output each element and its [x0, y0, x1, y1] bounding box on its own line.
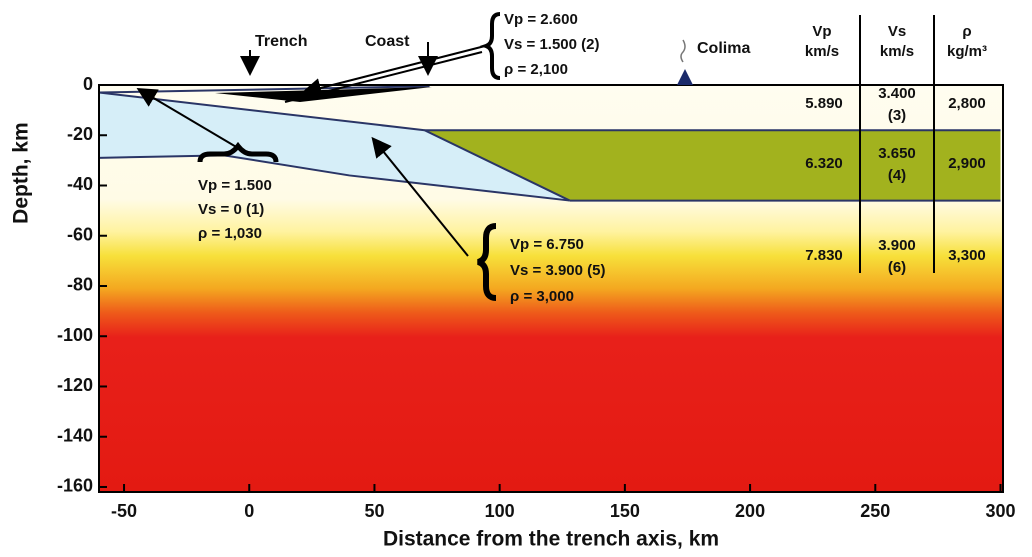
table-header: km/s [880, 43, 914, 60]
table-header: ρ [962, 23, 971, 40]
layer-label: ρ = 1,030 [198, 225, 262, 242]
brace [479, 12, 501, 80]
x-tick-label: 0 [244, 501, 254, 521]
table-cell: 3,300 [948, 247, 986, 264]
table-cell: (3) [888, 107, 906, 124]
arrow [136, 87, 239, 149]
table-header: Vs [888, 23, 906, 40]
layer-label: Vs = 0 (1) [198, 201, 264, 218]
table-cell: 3.400 [878, 85, 916, 102]
layer-label: ρ = 2,100 [504, 61, 568, 78]
annotations: Trench Coast Colima Vp km/s Vs km/s ρ kg/m³ 5.890… [136, 11, 987, 305]
layer-label: ρ = 3,000 [510, 288, 574, 305]
y-tick-label: -40 [67, 174, 93, 194]
arrow [371, 136, 469, 257]
brace [477, 223, 497, 301]
table-cell: (6) [888, 259, 906, 276]
x-tick-label: 200 [735, 501, 765, 521]
place-label: Coast [365, 33, 410, 50]
x-tick-label: 100 [485, 501, 515, 521]
table-cell: 3.900 [878, 237, 916, 254]
y-tick-label: -120 [57, 375, 93, 395]
y-tick-label: -60 [67, 224, 93, 244]
arrow [301, 45, 486, 98]
y-tick-label: 0 [83, 74, 93, 94]
table-cell: 6.320 [805, 155, 843, 172]
table-cell: 2,800 [948, 95, 986, 112]
smoke [680, 39, 686, 63]
crust-layer [424, 130, 1001, 201]
x-tick-label: 300 [985, 501, 1015, 521]
volcano [677, 69, 693, 85]
table-cell: 7.830 [805, 247, 843, 264]
x-tick-label: 150 [610, 501, 640, 521]
plot-area: -50 0 50 100 150 200 250 300 0 -20 -40 -60 -80 -100 -1… [10, 74, 1016, 551]
x-axis-label: Distance from the trench axis, km [383, 528, 719, 551]
table-cell: 2,900 [948, 155, 986, 172]
y-tick-label: -20 [67, 124, 93, 144]
layer-label: Vs = 1.500 (2) [504, 36, 599, 53]
y-tick-label: -100 [57, 325, 93, 345]
slab [99, 92, 570, 201]
place-label: Trench [255, 33, 307, 50]
table-header: kg/m³ [947, 43, 987, 60]
wedge [215, 87, 432, 102]
y-tick-label: -140 [57, 425, 93, 445]
boundary [98, 154, 570, 202]
x-tick-label: 50 [364, 501, 384, 521]
place-label: Colima [697, 40, 750, 57]
layer-label: Vp = 6.750 [510, 236, 584, 253]
y-axis-label: Depth, km [10, 122, 33, 224]
x-tick-label: -50 [111, 501, 137, 521]
frame [98, 84, 1004, 493]
layer-label: Vp = 2.600 [504, 11, 578, 28]
table-cell: 5.890 [805, 95, 843, 112]
x-tick-label: 250 [860, 501, 890, 521]
layer-label: Vp = 1.500 [198, 177, 272, 194]
layer-label: Vs = 3.900 (5) [510, 262, 605, 279]
table-header: Vp [812, 23, 831, 40]
table-cell: (4) [888, 167, 906, 184]
table-cell: 3.650 [878, 145, 916, 162]
brace [197, 141, 279, 163]
y-tick-label: -160 [57, 476, 93, 496]
table-header: km/s [805, 43, 839, 60]
y-tick-label: -80 [67, 275, 93, 295]
arrow [284, 51, 483, 103]
